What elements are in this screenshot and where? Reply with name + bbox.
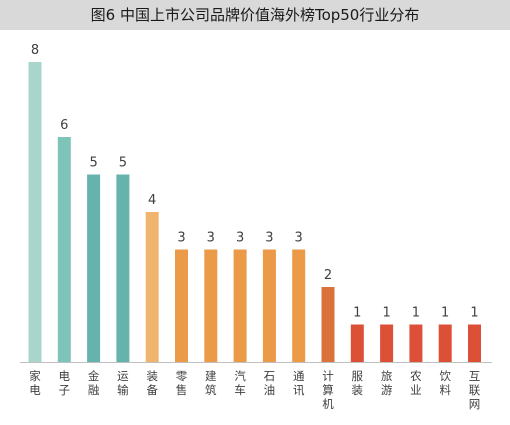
category-label-7: 汽车 (234, 369, 246, 397)
bar-1 (57, 137, 71, 362)
bar-8 (262, 249, 276, 362)
bar-7 (233, 249, 247, 362)
bar-11 (350, 324, 364, 362)
data-label-14: 1 (441, 306, 449, 321)
category-label-5: 零售 (176, 369, 188, 397)
category-label-9: 通讯 (293, 369, 305, 397)
data-label-11: 1 (353, 306, 361, 321)
data-label-8: 3 (265, 231, 273, 246)
data-label-7: 3 (236, 231, 244, 246)
bar-0 (28, 62, 42, 362)
category-label-3: 运输 (117, 369, 129, 397)
chart-title: 图6 中国上市公司品牌价值海外榜Top50行业分布 (90, 6, 420, 24)
data-label-13: 1 (412, 306, 420, 321)
data-label-3: 5 (119, 156, 127, 171)
bar-10 (321, 287, 335, 362)
bar-4 (145, 212, 159, 362)
category-label-0: 家电 (29, 369, 41, 397)
data-label-15: 1 (470, 306, 478, 321)
data-label-4: 4 (148, 193, 156, 208)
category-label-11: 服装 (352, 369, 364, 397)
title-bar: 图6 中国上市公司品牌价值海外榜Top50行业分布 (0, 0, 510, 30)
category-label-14: 饮料 (439, 369, 451, 397)
bar-2 (87, 174, 101, 362)
data-label-5: 3 (177, 231, 185, 246)
data-label-6: 3 (207, 231, 215, 246)
bar-9 (292, 249, 306, 362)
category-label-12: 旅游 (381, 369, 393, 397)
bar-15 (468, 324, 481, 362)
data-label-10: 2 (324, 268, 332, 283)
bar-5 (175, 249, 188, 362)
bar-6 (204, 249, 218, 362)
category-label-2: 金融 (88, 369, 100, 397)
category-label-15: 互联网 (469, 369, 481, 411)
category-label-1: 电子 (59, 369, 71, 397)
data-label-1: 6 (60, 118, 68, 133)
bar-13 (409, 324, 423, 362)
bar-3 (116, 174, 130, 362)
data-label-12: 1 (382, 306, 390, 321)
category-label-8: 石油 (264, 369, 276, 397)
category-label-4: 装备 (146, 369, 158, 397)
category-label-10: 计算机 (322, 369, 334, 411)
data-label-9: 3 (295, 231, 303, 246)
category-label-6: 建筑 (205, 369, 217, 397)
data-label-0: 8 (31, 43, 39, 58)
bar-12 (380, 324, 394, 362)
bar-14 (438, 324, 452, 362)
data-label-2: 5 (89, 156, 97, 171)
category-label-13: 农业 (410, 369, 422, 397)
